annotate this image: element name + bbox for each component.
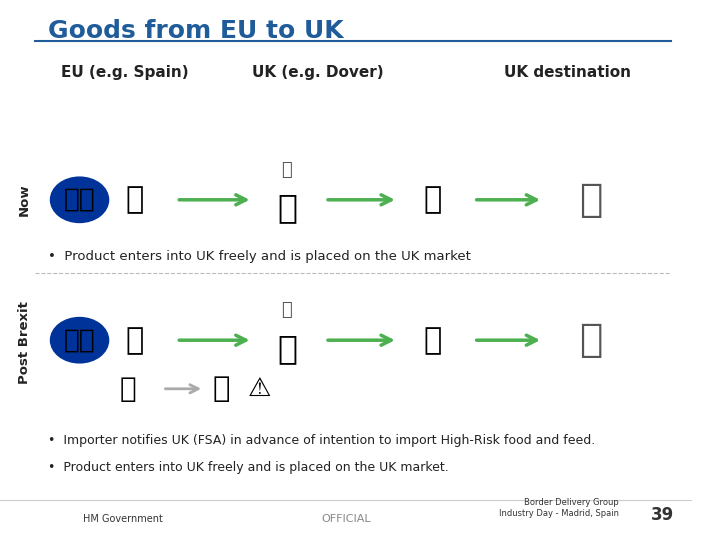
Text: 🚢: 🚢	[277, 191, 297, 225]
Text: ⚠️: ⚠️	[248, 376, 271, 402]
Circle shape	[50, 318, 109, 363]
Text: 🚛: 🚛	[423, 185, 441, 214]
Text: 🚛: 🚛	[423, 326, 441, 355]
Text: EU (e.g. Spain): EU (e.g. Spain)	[60, 65, 189, 80]
Text: Goods from EU to UK: Goods from EU to UK	[48, 19, 344, 43]
Text: UK (e.g. Dover): UK (e.g. Dover)	[253, 65, 384, 80]
Text: 🏛️: 🏛️	[580, 181, 603, 219]
Text: 🗺️: 🗺️	[282, 161, 292, 179]
Text: 🖥️: 🖥️	[120, 375, 136, 403]
Text: •  Product enters into UK freely and is placed on the UK market.: • Product enters into UK freely and is p…	[48, 461, 449, 474]
Text: •  Product enters into UK freely and is placed on the UK market: • Product enters into UK freely and is p…	[48, 250, 472, 263]
Circle shape	[50, 177, 109, 222]
Text: 🚛: 🚛	[126, 185, 144, 214]
Text: 🇪🇺: 🇪🇺	[63, 187, 96, 213]
Text: Border Delivery Group
Industry Day - Madrid, Spain: Border Delivery Group Industry Day - Mad…	[499, 497, 619, 518]
Text: •  Importer notifies UK (FSA) in advance of intention to import High-Risk food a: • Importer notifies UK (FSA) in advance …	[48, 434, 595, 447]
Text: Now: Now	[18, 184, 31, 216]
Text: 🔰: 🔰	[212, 375, 230, 403]
Text: OFFICIAL: OFFICIAL	[321, 514, 371, 524]
Text: 🗺️: 🗺️	[282, 301, 292, 320]
Text: 🇪🇺: 🇪🇺	[63, 327, 96, 353]
Text: 🏛️: 🏛️	[580, 321, 603, 359]
Text: Post Brexit: Post Brexit	[18, 301, 31, 384]
Text: UK destination: UK destination	[504, 65, 631, 80]
Text: HM Government: HM Government	[83, 514, 163, 524]
Text: 🚛: 🚛	[126, 326, 144, 355]
Text: 🚢: 🚢	[277, 332, 297, 365]
Text: 39: 39	[651, 506, 675, 524]
